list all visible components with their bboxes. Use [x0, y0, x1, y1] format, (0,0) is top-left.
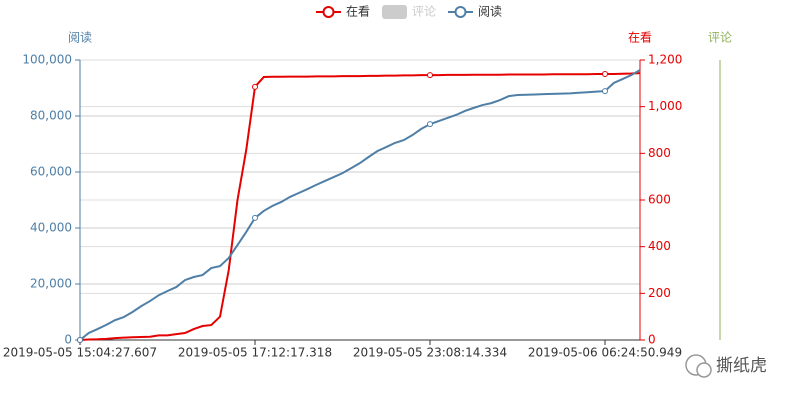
legend-item[interactable]: 在看 [316, 5, 370, 19]
point [77, 337, 83, 343]
y2-tick-label: 400 [648, 239, 671, 253]
y-axis-title: 阅读 [68, 31, 92, 45]
point [252, 83, 258, 90]
watermark: 撕纸虎 [685, 354, 767, 378]
y-tick-label: 40,000 [30, 221, 72, 235]
legend-label: 在看 [346, 5, 370, 19]
point [427, 72, 433, 79]
x-tick-label: 2019-05-05 17:12:17.318 [178, 346, 332, 360]
point [602, 71, 608, 77]
point [602, 88, 608, 95]
y-tick-label: 60,000 [30, 165, 72, 179]
series-line [79, 69, 641, 341]
y2-axis-title: 在看 [628, 31, 652, 45]
x-tick-label: 2019-05-05 15:04:27.607 [3, 346, 157, 360]
watermark-text: 撕纸虎 [716, 356, 767, 376]
y-tick-label: 100,000 [22, 53, 72, 67]
legend: 在看 评论 阅读 [316, 5, 502, 20]
legend-swatch [382, 5, 407, 19]
legend-swatch [454, 6, 467, 18]
legend-swatch [322, 6, 335, 18]
point [427, 121, 433, 128]
y2-tick-label: 1,000 [648, 99, 682, 113]
x-tick-label: 2019-05-06 06:24:50.949 [528, 346, 682, 360]
y2-tick-label: 800 [648, 146, 671, 160]
legend-item[interactable]: 评论 [382, 5, 436, 20]
series-line [79, 72, 641, 341]
y2-tick-label: 1,200 [648, 53, 682, 67]
watermark-icon [696, 362, 712, 378]
y-tick-label: 20,000 [30, 277, 72, 291]
y2-tick-label: 200 [648, 286, 671, 300]
x-tick-label: 2019-05-05 23:08:14.334 [353, 346, 507, 360]
point [252, 214, 258, 221]
legend-item[interactable]: 阅读 [448, 5, 502, 19]
y2-tick-label: 0 [648, 333, 656, 347]
legend-label: 阅读 [478, 5, 502, 19]
y-tick-label: 80,000 [30, 109, 72, 123]
y3-axis-title: 评论 [708, 31, 732, 45]
y-tick-label: 0 [64, 333, 72, 347]
y2-tick-label: 600 [648, 193, 671, 207]
legend-label: 评论 [412, 5, 436, 19]
